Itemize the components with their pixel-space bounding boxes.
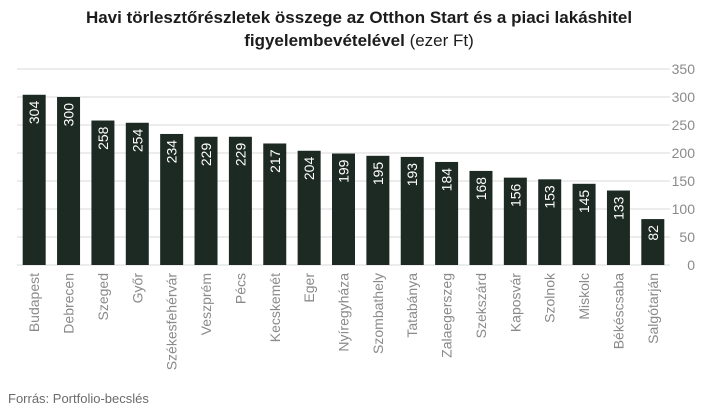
title-line2: figyelembevételével [244, 31, 405, 50]
x-tick-label: Pécs [232, 273, 248, 304]
y-tick-label: 350 [672, 61, 696, 77]
bar [366, 155, 390, 265]
bar-value-label: 300 [61, 103, 77, 127]
bar [22, 94, 46, 265]
bar-value-label: 145 [576, 190, 592, 214]
bar [263, 143, 287, 265]
x-tick-label: Békéscsaba [610, 273, 626, 349]
x-tick-label: Szekszárd [473, 273, 489, 338]
bar [194, 136, 218, 265]
bar [538, 179, 562, 265]
title-unit: (ezer Ft) [404, 31, 474, 50]
bar [572, 183, 596, 265]
x-tick-label: Budapest [26, 273, 42, 332]
y-tick-label: 250 [672, 117, 696, 133]
bar-value-label: 304 [26, 101, 42, 125]
bar [435, 161, 459, 265]
title-line1: Havi törlesztőrészletek összege az Ottho… [85, 8, 633, 27]
x-tick-label: Kecskemét [267, 273, 283, 342]
y-tick-label: 0 [687, 257, 695, 273]
bar-value-label: 193 [404, 163, 420, 187]
bar [125, 122, 149, 265]
bar-value-label: 217 [267, 149, 283, 173]
bar-value-label: 199 [336, 159, 352, 183]
x-tick-label: Kaposvár [507, 273, 523, 332]
x-tick-label: Miskolc [576, 273, 592, 320]
bar [57, 97, 81, 265]
bar [606, 190, 630, 265]
x-tick-label: Szombathely [370, 273, 386, 354]
bar-value-label: 156 [507, 183, 523, 207]
x-tick-label: Székesfehérvár [164, 273, 180, 371]
bar-value-label: 82 [645, 225, 661, 241]
bar-value-label: 234 [164, 140, 180, 164]
bar [91, 120, 115, 266]
bar [228, 136, 252, 265]
x-tick-label: Nyíregyháza [336, 273, 352, 352]
bar [332, 153, 355, 265]
source-note: Forrás: Portfolio-becslés [8, 391, 149, 406]
chart-title: Havi törlesztőrészletek összege az Ottho… [0, 6, 718, 52]
y-tick-label: 50 [679, 229, 695, 245]
x-tick-label: Tatabánya [404, 273, 420, 338]
x-tick-label: Eger [301, 273, 317, 303]
bar-value-label: 254 [129, 129, 145, 153]
bar [297, 150, 321, 265]
bar [641, 219, 665, 265]
bar-value-label: 195 [370, 162, 386, 186]
bar [400, 156, 424, 265]
x-tick-label: Veszprém [198, 273, 214, 335]
y-tick-label: 150 [672, 173, 696, 189]
x-tick-label: Debrecen [61, 273, 77, 334]
x-tick-label: Salgótarján [645, 273, 661, 344]
bar-value-label: 229 [198, 143, 214, 167]
bar-value-label: 153 [542, 185, 558, 209]
bar-value-label: 184 [439, 168, 455, 192]
bar [160, 133, 184, 265]
bar-value-label: 258 [95, 126, 111, 150]
y-tick-label: 100 [672, 201, 696, 217]
x-tick-label: Győr [129, 273, 145, 304]
bar-value-label: 168 [473, 177, 489, 201]
bar-value-label: 133 [610, 196, 626, 220]
y-tick-label: 200 [672, 145, 696, 161]
x-tick-label: Szeged [95, 273, 111, 320]
bar [503, 177, 527, 265]
y-tick-label: 300 [672, 89, 696, 105]
bar [469, 170, 493, 265]
x-tick-label: Szolnok [542, 272, 558, 323]
x-tick-label: Zalaegerszeg [439, 273, 455, 358]
bar-value-label: 229 [232, 143, 248, 167]
bar-value-label: 204 [301, 157, 317, 181]
